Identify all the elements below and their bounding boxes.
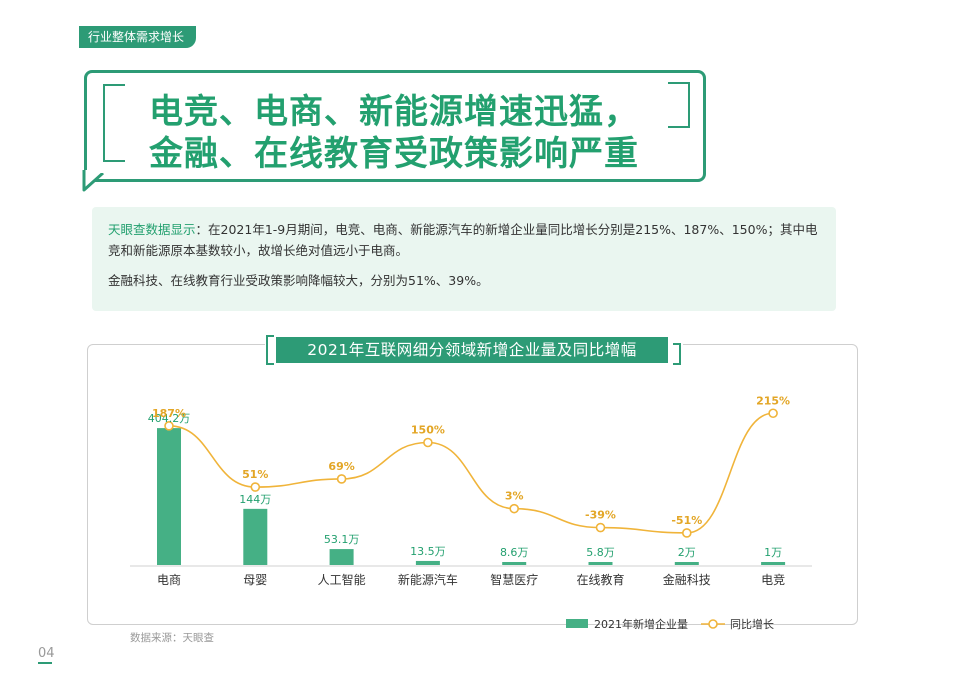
growth-label-4: 3% — [505, 490, 524, 503]
bar-value-label-0: 404.2万 — [148, 412, 191, 425]
category-label-4: 智慧医疗 — [490, 572, 538, 587]
legend-line-marker — [708, 619, 718, 629]
growth-label-0: 187% — [152, 407, 186, 420]
bar-value-label-1: 144万 — [239, 493, 271, 506]
data-source: 数据来源：天眼查 — [130, 632, 214, 644]
bar-0 — [157, 428, 181, 565]
growth-label-5: -39% — [585, 509, 616, 522]
headline-frame — [84, 70, 706, 182]
headline-line-1: 电竞、电商、新能源增速迅猛， — [149, 92, 639, 132]
growth-label-1: 51% — [242, 468, 268, 481]
page-number-rule — [38, 662, 52, 664]
legend-bar-swatch — [566, 619, 588, 628]
growth-point-1 — [250, 482, 261, 492]
bar-2 — [329, 549, 354, 565]
category-label-5: 在线教育 — [576, 572, 624, 587]
growth-label-6: -51% — [671, 514, 702, 527]
bar-3 — [415, 560, 440, 565]
chart-title-bracket-left — [266, 335, 274, 365]
growth-point-2 — [336, 474, 347, 484]
bar-4 — [502, 562, 527, 565]
bar-value-label-4: 8.6万 — [500, 546, 529, 559]
chart-title-bracket-right — [673, 343, 681, 365]
bar-value-label-7: 1万 — [764, 546, 782, 559]
growth-label-3: 150% — [411, 424, 445, 437]
category-label-2: 人工智能 — [318, 572, 366, 587]
bar-value-label-5: 5.8万 — [586, 546, 615, 559]
bar-value-label-2: 53.1万 — [324, 533, 360, 546]
summary-paragraph-2: 金融科技、在线教育行业受政策影响降幅较大，分别为51%、39%。 — [108, 273, 489, 288]
summary-lead: 天眼查数据显示 — [108, 222, 196, 237]
growth-label-2: 69% — [328, 460, 354, 473]
category-label-0: 电商 — [157, 572, 181, 587]
category-label-6: 金融科技 — [663, 572, 711, 587]
bar-1 — [243, 508, 268, 565]
summary-text-1: ：在2021年1-9月期间，电竞、电商、新能源汽车的新增企业量同比增长分别是21… — [108, 222, 818, 258]
bar-6 — [674, 562, 699, 565]
section-tag: 行业整体需求增长 — [79, 26, 197, 48]
bar-value-label-6: 2万 — [678, 546, 696, 559]
category-label-3: 新能源汽车 — [398, 572, 458, 587]
legend-line-label: 同比增长 — [730, 617, 774, 631]
chart-title: 2021年互联网细分领域新增企业量及同比增幅 — [276, 337, 668, 363]
growth-point-5 — [595, 522, 606, 533]
headline-bracket-right — [668, 82, 690, 128]
summary-paragraph-1: 天眼查数据显示：在2021年1-9月期间，电竞、电商、新能源汽车的新增企业量同比… — [108, 219, 820, 261]
growth-point-6 — [681, 528, 692, 538]
headline-line-2: 金融、在线教育受政策影响严重 — [149, 134, 639, 174]
bar-7 — [761, 562, 786, 565]
headline-bracket-left — [103, 84, 125, 162]
category-label-7: 电竞 — [761, 573, 785, 587]
page-number: 04 — [38, 646, 55, 661]
bar-value-label-3: 13.5万 — [410, 545, 446, 558]
legend-bar-label: 2021年新增企业量 — [594, 617, 688, 631]
category-label-1: 母婴 — [243, 573, 267, 587]
growth-point-3 — [423, 437, 433, 448]
growth-point-4 — [509, 503, 520, 514]
growth-point-7 — [768, 408, 778, 419]
bar-5 — [588, 562, 613, 565]
speech-bubble-tail — [82, 170, 105, 192]
growth-label-7: 215% — [756, 394, 790, 407]
summary-box: 天眼查数据显示：在2021年1-9月期间，电竞、电商、新能源汽车的新增企业量同比… — [92, 207, 836, 311]
growth-point-0 — [164, 421, 174, 431]
